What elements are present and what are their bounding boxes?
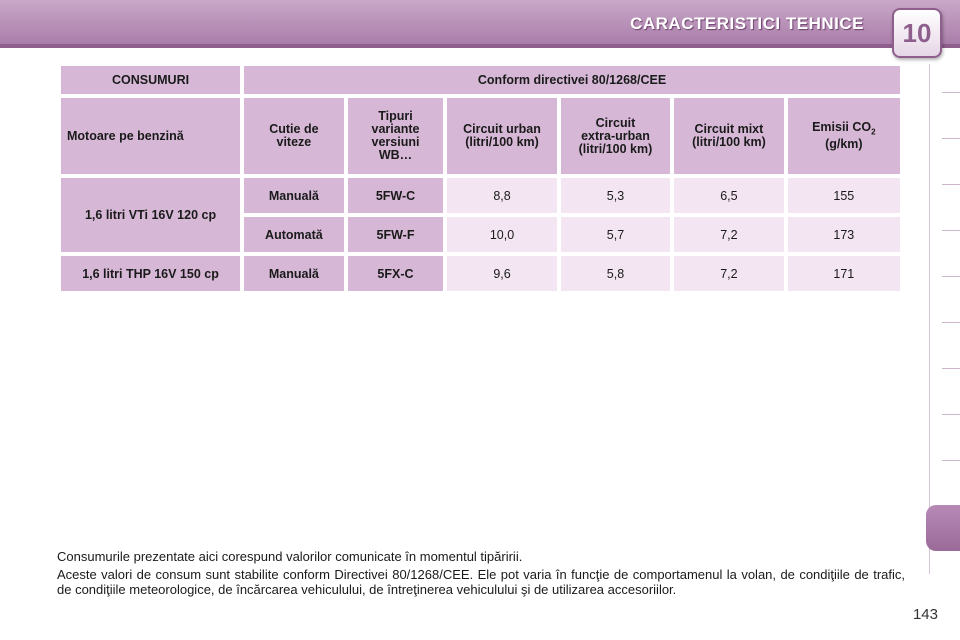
side-divider xyxy=(942,460,960,461)
urban-cell: 8,8 xyxy=(447,178,557,213)
extra-urban-cell: 5,8 xyxy=(560,256,671,291)
col-header-types-line1: Tipuri xyxy=(378,109,413,123)
side-divider xyxy=(942,414,960,415)
page-title: CARACTERISTICI TEHNICE xyxy=(630,14,864,33)
gearbox-cell: Manuală xyxy=(244,256,344,291)
co2-subscript: 2 xyxy=(871,127,876,137)
urban-cell: 10,0 xyxy=(447,217,557,252)
table-title-right: Conform directivei 80/1268/CEE xyxy=(244,66,900,94)
engine-cell: 1,6 litri THP 16V 150 cp xyxy=(61,256,241,291)
type-cell: 5FX-C xyxy=(347,256,444,291)
col-header-mixed-line1: Circuit mixt xyxy=(694,122,764,136)
co2-cell: 155 xyxy=(787,178,900,213)
table-title-left: CONSUMURI xyxy=(61,66,241,94)
col-header-types: Tipuri variante versiuni WB… xyxy=(347,98,444,174)
side-divider xyxy=(942,230,960,231)
col-header-extra-urban: Circuit extra-urban (litri/100 km) xyxy=(560,98,671,174)
co2-cell: 171 xyxy=(787,256,900,291)
mixed-cell: 7,2 xyxy=(674,217,784,252)
side-tab-strip xyxy=(929,64,960,574)
col-header-urban-line2: (litri/100 km) xyxy=(465,135,539,149)
col-header-types-line4: WB… xyxy=(378,148,413,162)
table-row: Automată 5FW-F 10,0 5,7 7,2 173 xyxy=(61,217,900,252)
col-header-co2: Emisii CO2 (g/km) xyxy=(787,98,900,174)
chapter-badge: 10 xyxy=(892,8,942,58)
table-header-row: Motoare pe benzină Cutie de viteze Tipur… xyxy=(61,98,900,174)
gearbox-cell: Manuală xyxy=(244,178,344,213)
col-header-extra-line1: Circuit xyxy=(595,115,636,130)
col-header-extra-line2: extra-urban xyxy=(581,128,650,143)
col-header-urban: Circuit urban (litri/100 km) xyxy=(447,98,557,174)
note-print-info: Consumurile prezentate aici corespund va… xyxy=(57,549,523,564)
col-header-gearbox-line1: Cutie de xyxy=(269,122,319,136)
page-number: 143 xyxy=(912,606,938,623)
col-header-urban-line1: Circuit urban xyxy=(463,122,541,136)
side-divider xyxy=(942,184,960,185)
table-row: 1,6 litri VTi 16V 120 cp Manuală 5FW-C 8… xyxy=(61,178,900,252)
side-divider xyxy=(942,138,960,139)
col-header-gearbox-line2: viteze xyxy=(276,135,312,149)
table-row: 1,6 litri THP 16V 150 cp Manuală 5FX-C 9… xyxy=(61,256,900,291)
col-header-extra-line3: (litri/100 km) xyxy=(578,141,653,156)
col-header-types-line3: versiuni xyxy=(371,135,420,149)
chapter-tab-active[interactable] xyxy=(926,505,960,551)
extra-urban-cell: 5,7 xyxy=(560,217,671,252)
consumption-table: CONSUMURI Conform directivei 80/1268/CEE… xyxy=(57,62,904,295)
side-divider xyxy=(942,276,960,277)
urban-cell: 9,6 xyxy=(447,256,557,291)
type-cell: 5FW-F xyxy=(347,217,444,252)
type-cell: 5FW-C xyxy=(347,178,444,213)
header-band xyxy=(0,0,960,48)
table-title-row: CONSUMURI Conform directivei 80/1268/CEE xyxy=(61,66,900,94)
extra-urban-cell: 5,3 xyxy=(560,178,671,213)
col-header-mixed-line2: (litri/100 km) xyxy=(692,135,766,149)
col-header-types-line2: variante xyxy=(371,122,420,136)
engine-cell: 1,6 litri VTi 16V 120 cp xyxy=(61,178,241,252)
side-divider xyxy=(942,322,960,323)
side-divider xyxy=(942,368,960,369)
col-header-gearbox: Cutie de viteze xyxy=(244,98,344,174)
note-directive-info: Aceste valori de consum sunt stabilite c… xyxy=(57,567,905,597)
co2-cell: 173 xyxy=(787,217,900,252)
col-header-mixed: Circuit mixt (litri/100 km) xyxy=(674,98,784,174)
col-header-engine: Motoare pe benzină xyxy=(61,98,241,174)
col-header-co2-line2: (g/km) xyxy=(825,137,863,152)
mixed-cell: 7,2 xyxy=(674,256,784,291)
gearbox-cell: Automată xyxy=(244,217,344,252)
mixed-cell: 6,5 xyxy=(674,178,784,213)
col-header-co2-line1: Emisii CO xyxy=(812,119,872,134)
side-divider xyxy=(942,92,960,93)
